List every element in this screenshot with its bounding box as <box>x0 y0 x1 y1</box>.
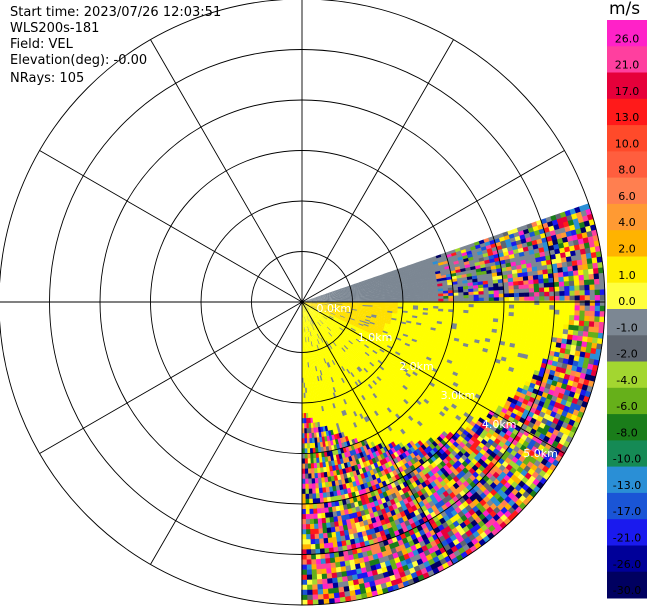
velocity-data-sector <box>301 203 606 606</box>
azimuth-spoke <box>301 150 565 303</box>
range-label: 3.0km <box>441 389 476 402</box>
colorbar-swatch <box>607 125 647 152</box>
field-label: Field: VEL <box>10 37 73 52</box>
azimuth-spoke <box>150 301 303 565</box>
colorbar-tick-label: 21.0 <box>615 59 640 72</box>
colorbar-tick-label: 26.0 <box>615 32 640 45</box>
colorbar-tick-label: 10.0 <box>615 137 640 150</box>
colorbar-swatch <box>607 256 647 284</box>
colorbar-unit-label: m/s <box>609 0 641 19</box>
range-label: 4.0km <box>482 418 517 431</box>
colorbar-tick-label: -1.0 <box>616 321 637 334</box>
colorbar-tick-label: -8.0 <box>616 426 637 439</box>
colorbar-tick-label: 6.0 <box>618 190 636 203</box>
colorbar-swatch <box>607 46 647 74</box>
colorbar-swatch <box>607 282 647 310</box>
colorbar-tick-label: -6.0 <box>616 400 637 413</box>
range-label: 5.0km <box>523 447 558 460</box>
nrays-label: NRays: 105 <box>10 71 85 86</box>
colorbar-swatch <box>607 414 647 441</box>
colorbar-swatch <box>607 230 647 257</box>
colorbar-tick-label: 17.0 <box>615 85 640 98</box>
colorbar-swatch <box>607 545 647 573</box>
colorbar-swatch <box>607 98 647 126</box>
colorbar: 26.0 21.0 17.0 13.0 10.0 8.0 6.0 4.0 2.0 1.0 0.0 -1… <box>607 20 647 599</box>
azimuth-spoke <box>301 39 454 303</box>
colorbar-tick-label: 4.0 <box>618 216 636 229</box>
colorbar-swatch <box>607 203 647 231</box>
colorbar-swatch <box>607 309 647 336</box>
colorbar-tick-label: 2.0 <box>618 243 636 256</box>
colorbar-tick-label: -10.0 <box>613 453 641 466</box>
polar-grid <box>0 0 606 606</box>
colorbar-swatch <box>607 177 647 205</box>
colorbar-swatch <box>607 151 647 179</box>
colorbar-tick-label: -26.0 <box>613 558 641 571</box>
elevation-label: Elevation(deg): -0.00 <box>10 53 148 68</box>
colorbar-swatch <box>607 335 647 363</box>
colorbar-tick-label: -17.0 <box>613 505 641 518</box>
colorbar-tick-label: -13.0 <box>613 479 641 492</box>
colorbar-tick-label: -30.0 <box>613 584 641 597</box>
instrument-label: WLS200s-181 <box>10 21 100 36</box>
colorbar-swatch <box>607 72 647 100</box>
colorbar-swatch <box>607 519 647 546</box>
colorbar-swatch <box>607 387 647 415</box>
colorbar-swatch <box>607 571 647 599</box>
azimuth-spoke <box>150 39 303 303</box>
colorbar-swatch <box>607 466 647 494</box>
range-label: 0.0km <box>317 302 352 315</box>
azimuth-spoke <box>39 150 303 303</box>
azimuth-spoke <box>39 301 303 454</box>
range-labels: 0.0km 1.0km 2.0km 3.0km 4.0km 5.0km <box>317 302 558 460</box>
colorbar-tick-label: 0.0 <box>618 295 636 308</box>
colorbar-swatch <box>607 492 647 520</box>
colorbar-tick-label: 13.0 <box>615 111 640 124</box>
colorbar-swatch <box>607 440 647 468</box>
colorbar-tick-label: -4.0 <box>616 374 637 387</box>
colorbar-tick-label: -2.0 <box>616 348 637 361</box>
azimuth-spoke <box>301 301 565 454</box>
colorbar-tick-label: -21.0 <box>613 532 641 545</box>
colorbar-swatch <box>607 20 647 47</box>
range-label: 2.0km <box>399 360 434 373</box>
colorbar-swatch <box>607 361 647 389</box>
start-time-label: Start time: 2023/07/26 12:03:51 <box>10 5 222 20</box>
colorbar-tick-label: 8.0 <box>618 164 636 177</box>
range-label: 1.0km <box>358 331 393 344</box>
colorbar-tick-label: 1.0 <box>618 269 636 282</box>
azimuth-spoke <box>301 301 454 565</box>
